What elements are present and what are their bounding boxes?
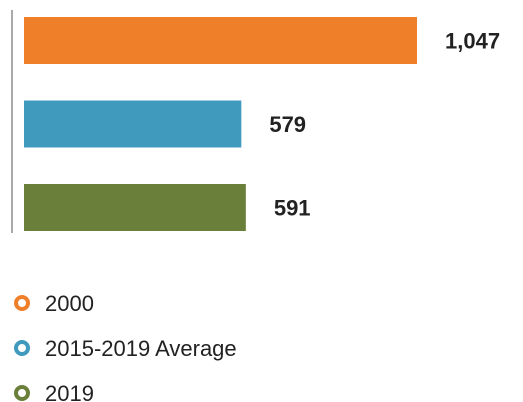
bar xyxy=(24,184,246,231)
legend-label: 2000 xyxy=(45,291,94,316)
value-label: 579 xyxy=(269,112,306,137)
bar xyxy=(24,100,242,148)
value-label: 591 xyxy=(274,195,311,220)
bar xyxy=(24,17,417,64)
legend-marker xyxy=(14,385,30,401)
legend-label: 2019 xyxy=(45,381,94,402)
legend-marker xyxy=(14,295,30,311)
value-label: 1,047 xyxy=(445,28,500,53)
legend-marker xyxy=(14,340,30,356)
legend-label: 2015-2019 Average xyxy=(45,336,237,361)
